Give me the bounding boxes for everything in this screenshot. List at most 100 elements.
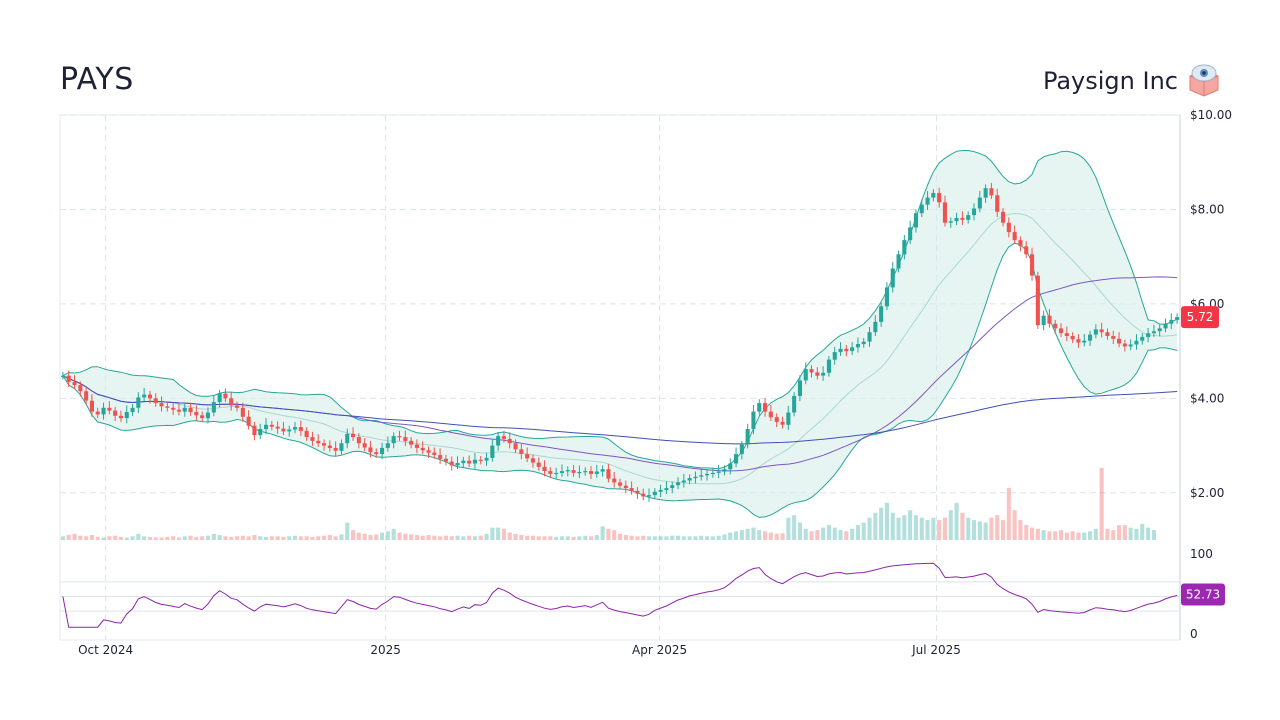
volume-bar [716, 535, 721, 540]
candle-body [832, 352, 837, 360]
volume-bar [972, 520, 977, 540]
candle-body [351, 433, 356, 438]
volume-bar [594, 535, 599, 540]
candle-body [844, 348, 849, 352]
candle-body [815, 372, 820, 376]
candle-body [130, 407, 135, 413]
volume-bar [269, 536, 274, 540]
candle-body [670, 485, 675, 488]
volume-bar [780, 533, 785, 540]
volume-bar [78, 535, 83, 540]
candle-body [380, 447, 385, 454]
candle-body [182, 407, 187, 412]
candle-body [1018, 240, 1023, 247]
volume-bar [194, 536, 199, 540]
candle-body [792, 396, 797, 413]
candle-body [797, 380, 802, 396]
volume-bar [983, 522, 988, 540]
volume-bar [72, 533, 77, 540]
volume-bar [931, 517, 936, 540]
candle-body [403, 437, 408, 441]
volume-bar [786, 517, 791, 540]
rsi-panel [60, 562, 1180, 628]
candle-body [159, 403, 164, 407]
volume-bar [275, 536, 280, 540]
volume-bar [1076, 532, 1081, 540]
volume-bar [298, 536, 303, 540]
volume-bar [954, 502, 959, 540]
volume-bar [1134, 528, 1139, 540]
volume-bar [913, 515, 918, 540]
volume-bar [571, 536, 576, 540]
candle-body [902, 240, 907, 255]
volume-bar [507, 532, 512, 540]
candle-body [426, 450, 431, 453]
rsi-tick-label: 100 [1190, 547, 1213, 561]
candle-body [890, 268, 895, 288]
volume-bar [310, 536, 315, 540]
volume-bar [339, 534, 344, 540]
volume-bar [153, 537, 158, 540]
volume-bar [693, 536, 698, 540]
candle-body [1093, 329, 1098, 335]
volume-bar [107, 536, 112, 540]
volume-bar [1064, 532, 1069, 540]
volume-bar [1012, 510, 1017, 540]
candle-body [501, 436, 506, 439]
candle-body [687, 478, 692, 481]
candle-body [310, 437, 315, 441]
candle-body [322, 443, 327, 446]
candle-body [66, 375, 71, 382]
volume-bar [792, 515, 797, 540]
candle-body [676, 482, 681, 486]
volume-bar [612, 530, 617, 540]
candle-body [571, 470, 576, 473]
candle-body [246, 416, 251, 426]
candle-body [809, 369, 814, 373]
volume-bar [327, 535, 332, 540]
candle-body [455, 463, 460, 466]
volume-bar [1151, 530, 1156, 540]
candle-body [966, 215, 971, 220]
candle-body [438, 455, 443, 459]
volume-bar [850, 528, 855, 540]
volume-bar [728, 532, 733, 540]
bollinger-fill [62, 150, 1178, 518]
volume-bars [60, 468, 1156, 540]
volume-bar [159, 537, 164, 540]
volume-bar [797, 522, 802, 540]
volume-bar [519, 535, 524, 540]
volume-bar [142, 536, 147, 540]
candle-body [786, 412, 791, 425]
time-tick-label: Jul 2025 [911, 643, 961, 657]
volume-bar [867, 517, 872, 540]
candle-body [304, 430, 309, 437]
ticker-symbol: PAYS [60, 62, 134, 97]
volume-bar [948, 510, 953, 540]
candle-body [409, 440, 414, 445]
candle-body [559, 471, 564, 473]
volume-bar [136, 533, 141, 540]
candle-body [995, 195, 1000, 212]
moving-averages [62, 276, 1178, 472]
volume-bar [316, 536, 321, 540]
volume-bar [246, 536, 251, 540]
volume-bar [908, 510, 913, 540]
rsi-tick-label: 0 [1190, 627, 1198, 641]
candle-body [699, 475, 704, 477]
candle-body [153, 398, 158, 403]
candle-body [554, 472, 559, 475]
volume-bar [455, 535, 460, 540]
volume-bar [1053, 531, 1058, 540]
price-tick-label: $8.00 [1190, 202, 1224, 216]
volume-bar [803, 528, 808, 540]
candle-body [118, 415, 123, 419]
candle-body [223, 393, 228, 399]
volume-bar [525, 535, 530, 540]
price-tick-label: $4.00 [1190, 391, 1224, 405]
candle-body [641, 493, 646, 497]
candle-body [734, 454, 739, 464]
candle-body [937, 192, 942, 203]
